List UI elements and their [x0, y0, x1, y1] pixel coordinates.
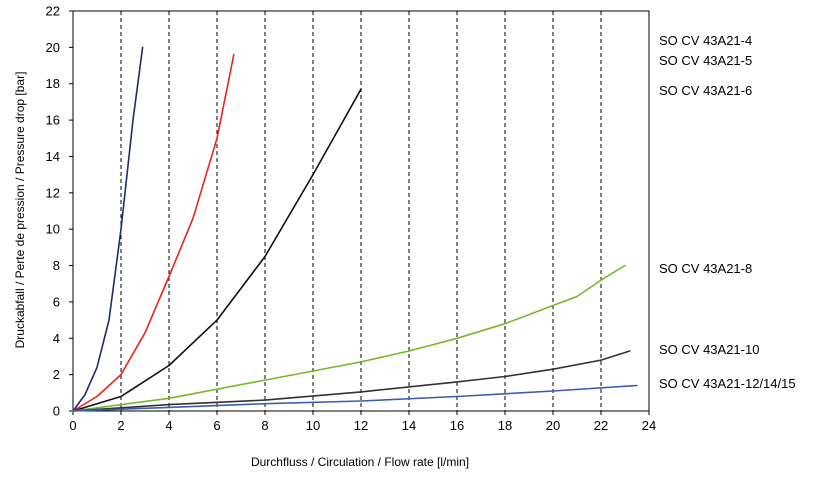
series-line-1 — [72, 46, 144, 412]
series-line-2 — [72, 53, 235, 412]
x-tick-label: 16 — [450, 418, 464, 433]
y-tick-label: 8 — [53, 258, 60, 273]
x-tick-label: 4 — [165, 418, 172, 433]
grid-layer — [120, 11, 602, 411]
y-tick-label: 4 — [53, 331, 60, 346]
y-tick-label: 16 — [46, 113, 60, 128]
legend-label-5: SO CV 43A21-10 — [659, 342, 759, 357]
legend-label-3: SO CV 43A21-6 — [659, 83, 752, 98]
x-tick-label: 24 — [642, 418, 656, 433]
y-tick-label: 10 — [46, 222, 60, 237]
y-tick-label: 0 — [53, 404, 60, 419]
x-tick-label: 20 — [546, 418, 560, 433]
x-tick-label: 2 — [117, 418, 124, 433]
y-axis-title: Druckabfall / Perte de pression / Pressu… — [13, 72, 27, 349]
y-tick-label: 12 — [46, 185, 60, 200]
y-tick-label: 2 — [53, 367, 60, 382]
legend-layer: SO CV 43A21-4 SO CV 43A21-5 SO CV 43A21-6 S… — [659, 33, 796, 391]
x-tick-label: 6 — [213, 418, 220, 433]
x-tick-label: 12 — [354, 418, 368, 433]
x-axis-title: Durchfluss / Circulation / Flow rate [l/… — [251, 455, 469, 469]
y-tick-label: 22 — [46, 4, 60, 19]
y-tick-label: 14 — [46, 149, 60, 164]
y-tick-label: 6 — [53, 294, 60, 309]
x-tick-label: 22 — [594, 418, 608, 433]
legend-label-1: SO CV 43A21-4 — [659, 33, 752, 48]
x-tick-label: 18 — [498, 418, 512, 433]
series-line-5 — [72, 350, 631, 412]
y-tick-label: 20 — [46, 40, 60, 55]
legend-label-2: SO CV 43A21-5 — [659, 53, 752, 68]
series-line-6 — [72, 384, 638, 412]
x-tick-label: 8 — [261, 418, 268, 433]
x-tick-label: 14 — [402, 418, 416, 433]
legend-label-4: SO CV 43A21-8 — [659, 261, 752, 276]
legend-label-6: SO CV 43A21-12/14/15 — [659, 376, 796, 391]
x-tick-label: 0 — [69, 418, 76, 433]
series-line-4 — [72, 264, 626, 412]
series-line-3 — [72, 88, 362, 412]
series-layer — [72, 46, 638, 412]
x-tick-label: 10 — [306, 418, 320, 433]
y-tick-label: 18 — [46, 76, 60, 91]
